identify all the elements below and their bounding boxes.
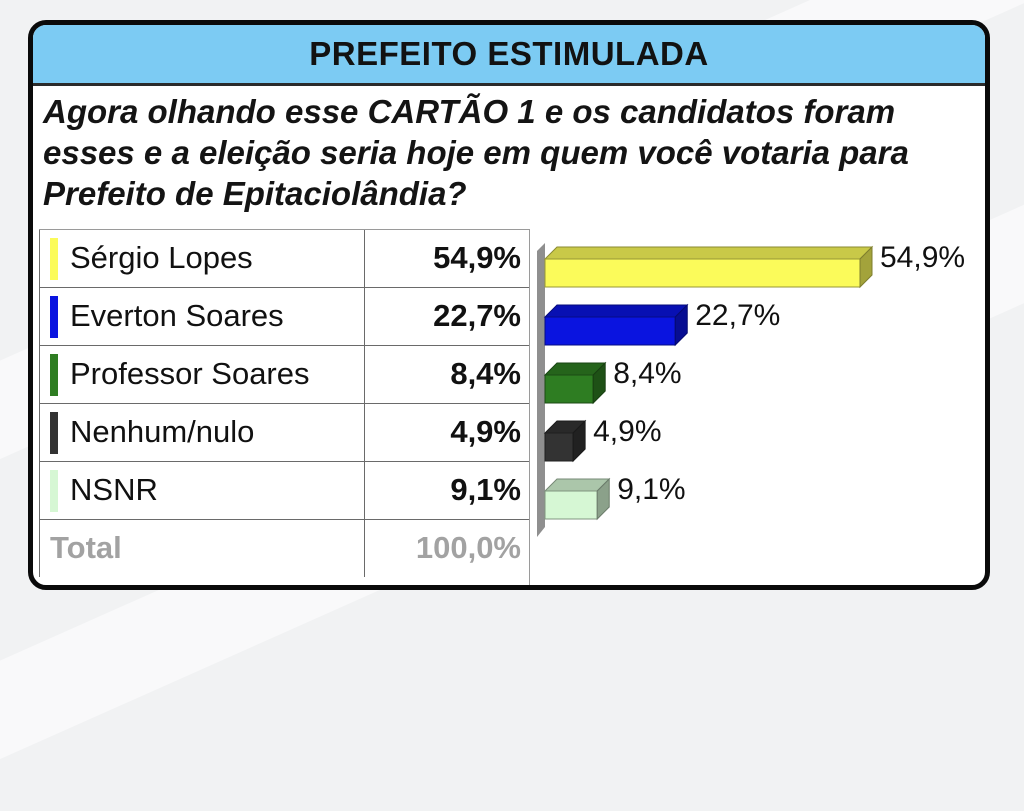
candidate-percent: 22,7%	[433, 298, 521, 333]
candidate-name: NSNR	[70, 472, 158, 507]
bar-data-label: 22,7%	[695, 299, 780, 332]
bar-front	[544, 316, 676, 346]
bar-front	[544, 490, 598, 520]
bar-side	[572, 419, 586, 463]
chart-bar	[543, 419, 587, 463]
total-row: Total 100,0%	[39, 520, 529, 578]
color-swatch	[50, 296, 58, 338]
candidate-cell: Everton Soares	[39, 288, 365, 345]
bar-top	[543, 304, 689, 318]
chart-bar	[543, 477, 611, 521]
bar-front	[544, 374, 594, 404]
bar-data-label: 8,4%	[613, 357, 681, 390]
candidate-cell: Sérgio Lopes	[39, 230, 365, 287]
candidate-name: Nenhum/nulo	[70, 414, 255, 449]
bar-side	[596, 477, 610, 521]
table-row: Sérgio Lopes 54,9%	[39, 230, 529, 288]
bar-side	[859, 245, 873, 289]
poll-question: Agora olhando esse CARTÃO 1 e os candida…	[43, 93, 909, 212]
color-swatch	[50, 470, 58, 512]
candidate-cell: NSNR	[39, 462, 365, 519]
chart-bar	[543, 361, 607, 405]
bar-side	[592, 361, 606, 405]
candidate-percent: 8,4%	[450, 356, 521, 391]
total-percent: 100,0%	[415, 530, 521, 565]
chart-bar	[543, 303, 689, 347]
bar-front	[544, 432, 574, 462]
candidate-name: Sérgio Lopes	[70, 240, 253, 275]
color-swatch	[50, 354, 58, 396]
table-row: Professor Soares 8,4%	[39, 346, 529, 404]
total-cell: Total	[39, 520, 365, 577]
bar-data-label: 4,9%	[593, 415, 661, 448]
bar-chart: 54,9% 22,7% 8,4% 4,9% 9,1%	[537, 241, 965, 537]
results-table: Sérgio Lopes 54,9% Everton Soares 22,7% …	[39, 229, 530, 585]
candidate-name: Everton Soares	[70, 298, 284, 333]
bar-data-label: 54,9%	[880, 241, 965, 274]
bar-top	[543, 246, 874, 260]
color-swatch	[50, 412, 58, 454]
total-label: Total	[50, 530, 122, 565]
candidate-name: Professor Soares	[70, 356, 310, 391]
bar-side	[674, 303, 688, 347]
candidate-cell: Professor Soares	[39, 346, 365, 403]
bar-data-label: 9,1%	[617, 473, 685, 506]
bar-front	[544, 258, 861, 288]
color-swatch	[50, 238, 58, 280]
poll-card: PREFEITO ESTIMULADA Agora olhando esse C…	[28, 20, 990, 590]
poll-title: PREFEITO ESTIMULADA	[33, 25, 985, 86]
candidate-cell: Nenhum/nulo	[39, 404, 365, 461]
table-row: NSNR 9,1%	[39, 462, 529, 520]
table-row: Everton Soares 22,7%	[39, 288, 529, 346]
chart-bar	[543, 245, 874, 289]
chart-axis-wall	[537, 243, 545, 537]
candidate-percent: 54,9%	[433, 240, 521, 275]
table-row: Nenhum/nulo 4,9%	[39, 404, 529, 462]
candidate-percent: 4,9%	[450, 414, 521, 449]
candidate-percent: 9,1%	[450, 472, 521, 507]
